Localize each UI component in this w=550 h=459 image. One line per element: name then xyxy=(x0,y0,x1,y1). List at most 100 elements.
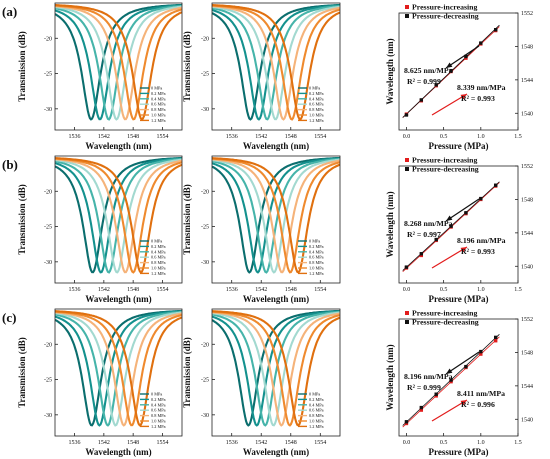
fit-down-slope: 8.196 nm/MPa xyxy=(457,236,506,245)
legend-label: 0.4 MPa xyxy=(151,96,166,101)
spectrum-curve xyxy=(55,310,182,427)
arrow-increasing-head xyxy=(460,400,467,406)
x-tick-label: 1548 xyxy=(127,287,139,293)
arrow-decreasing xyxy=(445,45,480,69)
marker-increasing xyxy=(419,408,424,412)
x-tick-label: 0.0 xyxy=(403,440,411,446)
y-tick-label: 1552 xyxy=(521,317,533,323)
x-axis-title: Wavelength (nm) xyxy=(243,447,309,457)
x-tick-label: 1536 xyxy=(69,287,81,293)
y-tick-label: -20 xyxy=(201,342,209,348)
fit-panel: 8.268 nm/MPa R² = 0.997 8.196 nm/MPa R² = 0… xyxy=(385,155,533,304)
x-tick-label: 1548 xyxy=(285,134,297,140)
spectrum-panel: 1536 1542 1548 1554 -20 -25 -30 Wavelength (nm)… xyxy=(182,308,341,457)
x-tick-label: 1542 xyxy=(98,440,110,446)
legend-label: 0.4 MPa xyxy=(309,96,324,101)
y-axis-title: Transmission (dB) xyxy=(17,184,27,255)
legend-label: 0.8 MPa xyxy=(151,107,166,112)
x-axis-title: Pressure (MPa) xyxy=(429,141,489,151)
spectrum-curve xyxy=(212,311,340,427)
arrow-decreasing-head xyxy=(446,62,453,68)
x-tick-label: 1548 xyxy=(285,440,297,446)
y-tick-label: 1548 xyxy=(521,197,533,203)
legend-label: 0.6 MPa xyxy=(151,102,166,107)
marker-increasing xyxy=(493,339,498,343)
legend-label: 0.6 MPa xyxy=(309,102,324,107)
marker-decreasing xyxy=(404,113,409,117)
legend-label: 0.8 MPa xyxy=(309,260,324,265)
y-tick-label: 1552 xyxy=(521,11,533,17)
legend-label: 0.2 MPa xyxy=(151,397,166,402)
y-tick-label: 1548 xyxy=(521,350,533,356)
x-tick-label: 0.5 xyxy=(440,134,448,140)
fit-down-r2: R² = 0.993 xyxy=(461,94,495,103)
y-tick-label: 1552 xyxy=(521,164,533,170)
arrow-decreasing-head xyxy=(446,368,453,374)
legend-marker xyxy=(405,5,409,9)
fit-up-r2: R² = 0.997 xyxy=(407,230,441,239)
y-axis-title: Transmission (dB) xyxy=(17,31,27,102)
y-tick-label: -30 xyxy=(44,107,52,113)
arrow-decreasing xyxy=(445,351,480,375)
legend-marker xyxy=(405,14,409,18)
spectrum-curve xyxy=(55,310,182,427)
marker-decreasing xyxy=(464,54,468,59)
spectrum-curve xyxy=(212,310,340,427)
spectrum-curve xyxy=(55,311,182,427)
y-tick-label: 1544 xyxy=(521,78,533,84)
plot-frame xyxy=(54,155,183,284)
marker-decreasing xyxy=(449,378,453,382)
spectrum-curve xyxy=(212,311,340,427)
legend-label: Pressure-increasing xyxy=(412,308,478,317)
arrow-increasing xyxy=(431,93,468,116)
marker-decreasing xyxy=(493,28,498,32)
legend-marker xyxy=(405,320,409,324)
x-tick-label: 0.5 xyxy=(440,440,448,446)
marker-decreasing xyxy=(493,183,498,187)
annotation-arrows xyxy=(431,351,480,422)
arrow-increasing xyxy=(431,246,468,269)
marker-decreasing xyxy=(434,237,438,242)
x-axis-title: Wavelength (nm) xyxy=(243,141,309,151)
legend-label: 0 MPa xyxy=(151,86,162,91)
spectrum-curve xyxy=(212,4,340,121)
marker-increasing xyxy=(479,352,483,356)
marker-decreasing xyxy=(464,211,468,215)
legend-label: 1.2 MPa xyxy=(151,118,166,123)
legend-label: Pressure-decreasing xyxy=(412,164,479,173)
fit-up-r2: R² = 0.999 xyxy=(407,77,441,86)
spectrum-curve xyxy=(212,310,340,427)
marker-decreasing xyxy=(434,392,438,396)
panel-label: (c) xyxy=(2,310,16,325)
x-tick-label: 1536 xyxy=(226,440,238,446)
x-axis-title: Pressure (MPa) xyxy=(429,447,489,457)
x-tick-label: 1536 xyxy=(226,134,238,140)
plot-frame xyxy=(54,308,183,437)
legend-label: 1.0 MPa xyxy=(151,419,166,424)
y-tick-label: -20 xyxy=(201,189,209,195)
legend-label: 1.0 MPa xyxy=(151,266,166,271)
x-tick-label: 1542 xyxy=(255,134,267,140)
x-tick-label: 1.5 xyxy=(514,134,522,140)
spectrum-panel: 1536 1542 1548 1554 -20 -25 -30 Wavelength (nm)… xyxy=(182,2,341,151)
spectrum-curves xyxy=(55,156,182,274)
figure-row: (c) 1536 1542 1548 1554 -20 -25 -30 Wavelength (… xyxy=(2,308,533,457)
spectrum-curve xyxy=(55,5,182,121)
y-tick-label: -25 xyxy=(44,72,52,78)
x-tick-label: 1542 xyxy=(255,287,267,293)
spectrum-curve xyxy=(212,310,340,427)
spectrum-panel: 1536 1542 1548 1554 -20 -25 -30 Wavelength (nm)… xyxy=(17,155,183,304)
plot-frame xyxy=(211,308,341,437)
spectrum-curve xyxy=(55,5,182,121)
x-tick-label: 1536 xyxy=(69,440,81,446)
legend-label: 0 MPa xyxy=(151,239,162,244)
y-tick-label: -25 xyxy=(201,225,209,231)
legend-label: Pressure-decreasing xyxy=(412,317,479,326)
y-tick-label: -30 xyxy=(201,413,209,419)
legend-label: 0.8 MPa xyxy=(151,260,166,265)
